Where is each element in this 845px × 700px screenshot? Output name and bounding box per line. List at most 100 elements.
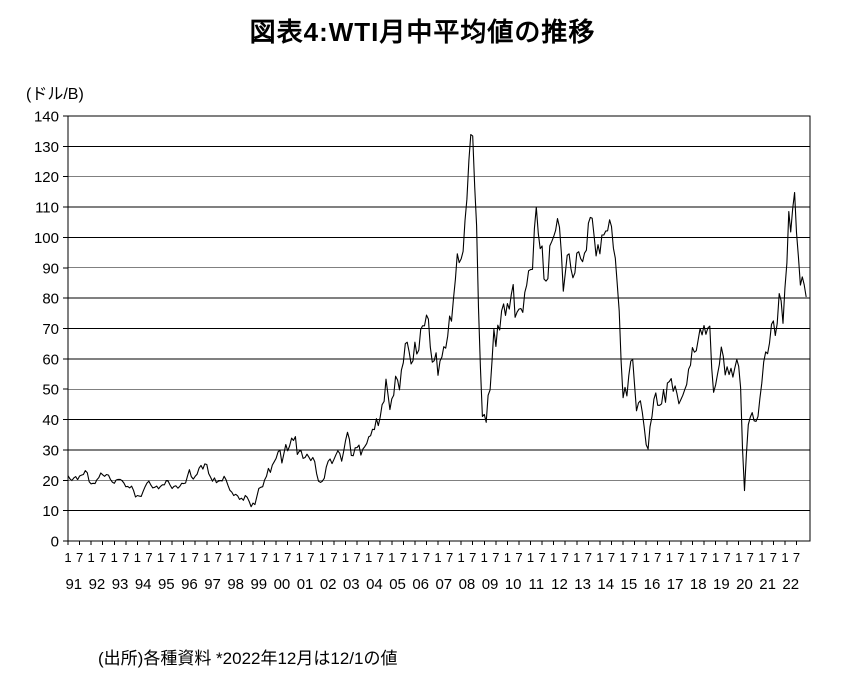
y-axis-unit-label: (ドル/B) xyxy=(26,86,84,103)
x-tick-month-label: 7 xyxy=(492,550,499,565)
x-year-label: 10 xyxy=(505,576,522,593)
x-tick-month-label: 1 xyxy=(319,550,326,565)
x-tick-month-label: 1 xyxy=(388,550,395,565)
x-tick-month-label: 7 xyxy=(793,550,800,565)
y-tick-label: 10 xyxy=(42,503,59,520)
x-tick-month-label: 1 xyxy=(619,550,626,565)
x-tick-month-label: 1 xyxy=(434,550,441,565)
x-year-label: 00 xyxy=(274,576,291,593)
x-year-label: 01 xyxy=(297,576,314,593)
x-tick-month-label: 1 xyxy=(550,550,557,565)
x-tick-month-label: 7 xyxy=(654,550,661,565)
x-tick-month-label: 1 xyxy=(643,550,650,565)
y-tick-label: 130 xyxy=(34,139,59,156)
x-tick-month-label: 7 xyxy=(377,550,384,565)
x-year-label: 18 xyxy=(690,576,707,593)
x-tick-month-label: 7 xyxy=(446,550,453,565)
x-year-label: 17 xyxy=(667,576,684,593)
x-tick-month-label: 7 xyxy=(538,550,545,565)
x-tick-month-label: 7 xyxy=(747,550,754,565)
x-tick-month-label: 1 xyxy=(180,550,187,565)
x-tick-month-label: 7 xyxy=(122,550,129,565)
x-year-label: 91 xyxy=(65,576,82,593)
y-tick-label: 40 xyxy=(42,412,59,429)
x-tick-month-label: 1 xyxy=(596,550,603,565)
x-tick-month-label: 1 xyxy=(88,550,95,565)
y-tick-label: 100 xyxy=(34,230,59,247)
x-year-label: 92 xyxy=(89,576,106,593)
x-tick-month-label: 1 xyxy=(226,550,233,565)
x-tick-month-label: 1 xyxy=(203,550,210,565)
x-year-label: 98 xyxy=(227,576,244,593)
x-tick-month-label: 1 xyxy=(111,550,118,565)
x-tick-month-label: 1 xyxy=(64,550,71,565)
x-tick-month-label: 1 xyxy=(666,550,673,565)
x-tick-month-label: 7 xyxy=(76,550,83,565)
y-tick-label: 90 xyxy=(42,260,59,277)
source-caption: (出所)各種資料 *2022年12月は12/1の値 xyxy=(98,649,398,668)
x-tick-month-label: 7 xyxy=(145,550,152,565)
x-tick-month-label: 1 xyxy=(481,550,488,565)
x-tick-month-label: 7 xyxy=(215,550,222,565)
y-tick-label: 120 xyxy=(34,169,59,186)
x-year-label: 14 xyxy=(597,576,614,593)
x-tick-month-label: 1 xyxy=(573,550,580,565)
x-tick-month-label: 1 xyxy=(758,550,765,565)
x-tick-month-label: 7 xyxy=(168,550,175,565)
x-year-label: 03 xyxy=(343,576,360,593)
x-tick-month-label: 7 xyxy=(631,550,638,565)
x-tick-month-label: 7 xyxy=(770,550,777,565)
y-tick-label: 60 xyxy=(42,351,59,368)
x-tick-month-label: 7 xyxy=(515,550,522,565)
x-year-label: 06 xyxy=(412,576,429,593)
x-tick-month-label: 7 xyxy=(307,550,314,565)
x-year-label: 97 xyxy=(204,576,221,593)
x-year-label: 04 xyxy=(366,576,383,593)
y-tick-label: 50 xyxy=(42,382,59,399)
x-tick-month-label: 1 xyxy=(458,550,465,565)
x-tick-month-label: 7 xyxy=(700,550,707,565)
x-year-label: 13 xyxy=(574,576,591,593)
y-tick-label: 0 xyxy=(51,534,59,551)
y-tick-label: 110 xyxy=(35,200,59,217)
wti-price-line xyxy=(67,133,807,508)
y-tick-label: 30 xyxy=(42,442,59,459)
x-tick-month-label: 7 xyxy=(261,550,268,565)
x-year-label: 08 xyxy=(459,576,476,593)
x-tick-month-label: 7 xyxy=(724,550,731,565)
x-year-label: 09 xyxy=(482,576,499,593)
x-tick-month-label: 1 xyxy=(249,550,256,565)
x-tick-month-label: 7 xyxy=(192,550,199,565)
x-tick-month-label: 1 xyxy=(689,550,696,565)
x-year-label: 21 xyxy=(759,576,776,593)
x-year-label: 16 xyxy=(644,576,661,593)
x-tick-month-label: 1 xyxy=(504,550,511,565)
x-tick-month-label: 7 xyxy=(469,550,476,565)
plot-border xyxy=(67,115,811,542)
x-year-label: 94 xyxy=(135,576,152,593)
y-tick-label: 70 xyxy=(42,321,59,338)
x-tick-month-label: 1 xyxy=(781,550,788,565)
chart-title: 図表4:WTI月中平均値の推移 xyxy=(249,17,596,47)
x-year-label: 15 xyxy=(620,576,637,593)
x-year-label: 19 xyxy=(713,576,730,593)
x-tick-month-label: 7 xyxy=(400,550,407,565)
x-tick-month-label: 1 xyxy=(273,550,280,565)
x-tick-month-label: 7 xyxy=(284,550,291,565)
x-tick-month-label: 1 xyxy=(365,550,372,565)
x-year-label: 02 xyxy=(320,576,337,593)
x-year-label: 95 xyxy=(158,576,175,593)
x-tick-month-label: 1 xyxy=(411,550,418,565)
x-tick-month-label: 1 xyxy=(296,550,303,565)
x-year-label: 05 xyxy=(389,576,406,593)
x-tick-month-label: 7 xyxy=(608,550,615,565)
x-tick-month-label: 7 xyxy=(585,550,592,565)
x-year-label: 12 xyxy=(551,576,568,593)
x-year-label: 22 xyxy=(782,576,799,593)
x-tick-month-label: 1 xyxy=(712,550,719,565)
x-year-label: 11 xyxy=(529,576,545,593)
x-year-label: 20 xyxy=(736,576,753,593)
x-tick-month-label: 1 xyxy=(157,550,164,565)
